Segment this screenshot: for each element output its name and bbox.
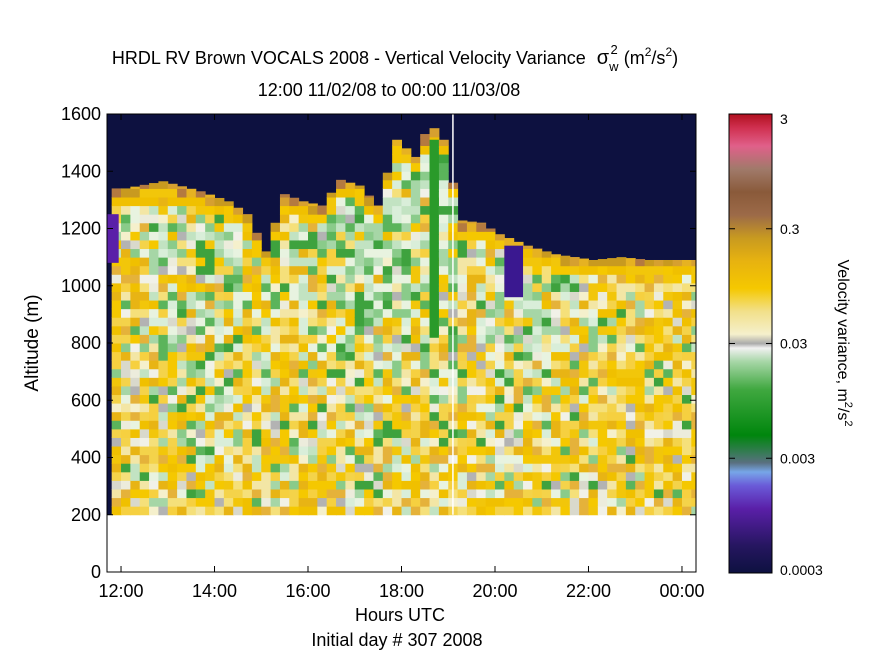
x-tick-label: 00:00 [659, 581, 704, 601]
y-tick-label: 1200 [61, 219, 101, 239]
x-tick-label: 18:00 [379, 581, 424, 601]
y-tick-label: 0 [91, 562, 101, 582]
x-tick-label: 14:00 [192, 581, 237, 601]
colorbar-tick-label: 0.0003 [780, 562, 823, 578]
chart-title: HRDL RV Brown VOCALS 2008 - Vertical Vel… [112, 42, 678, 74]
colorbar-ticks: 0.0003 0.003 0.03 0.3 3 [729, 111, 823, 578]
axes: 12:00 14:00 16:00 18:00 20:00 22:00 00:00 0 200 4… [61, 104, 705, 601]
x-tick-label: 16:00 [285, 581, 330, 601]
y-tick-label: 400 [71, 448, 101, 468]
y-tick-label: 600 [71, 390, 101, 410]
colorbar-tick-label: 0.03 [780, 336, 807, 352]
y-tick-label: 1000 [61, 276, 101, 296]
y-tick-label: 1600 [61, 104, 101, 124]
y-tick-label: 1400 [61, 161, 101, 181]
heatmap-plot-area [107, 114, 696, 516]
y-axis-label: Altitude (m) [22, 294, 43, 391]
colorbar-label: Velocity variance, m2/s2 [834, 260, 854, 427]
x-axis-sublabel: Initial day # 307 2008 [311, 630, 482, 650]
x-tick-label: 20:00 [472, 581, 517, 601]
y-tick-label: 800 [71, 333, 101, 353]
colorbar-tick-label: 0.3 [780, 221, 800, 237]
colorbar-tick-label: 3 [780, 111, 788, 127]
x-tick-label: 12:00 [99, 581, 144, 601]
colorbar [728, 113, 773, 574]
colorbar-tick-label: 0.003 [780, 450, 815, 466]
x-axis-label: Hours UTC [355, 605, 445, 625]
y-tick-label: 200 [71, 505, 101, 525]
chart-subtitle: 12:00 11/02/08 to 00:00 11/03/08 [258, 80, 521, 100]
x-tick-label: 22:00 [566, 581, 611, 601]
